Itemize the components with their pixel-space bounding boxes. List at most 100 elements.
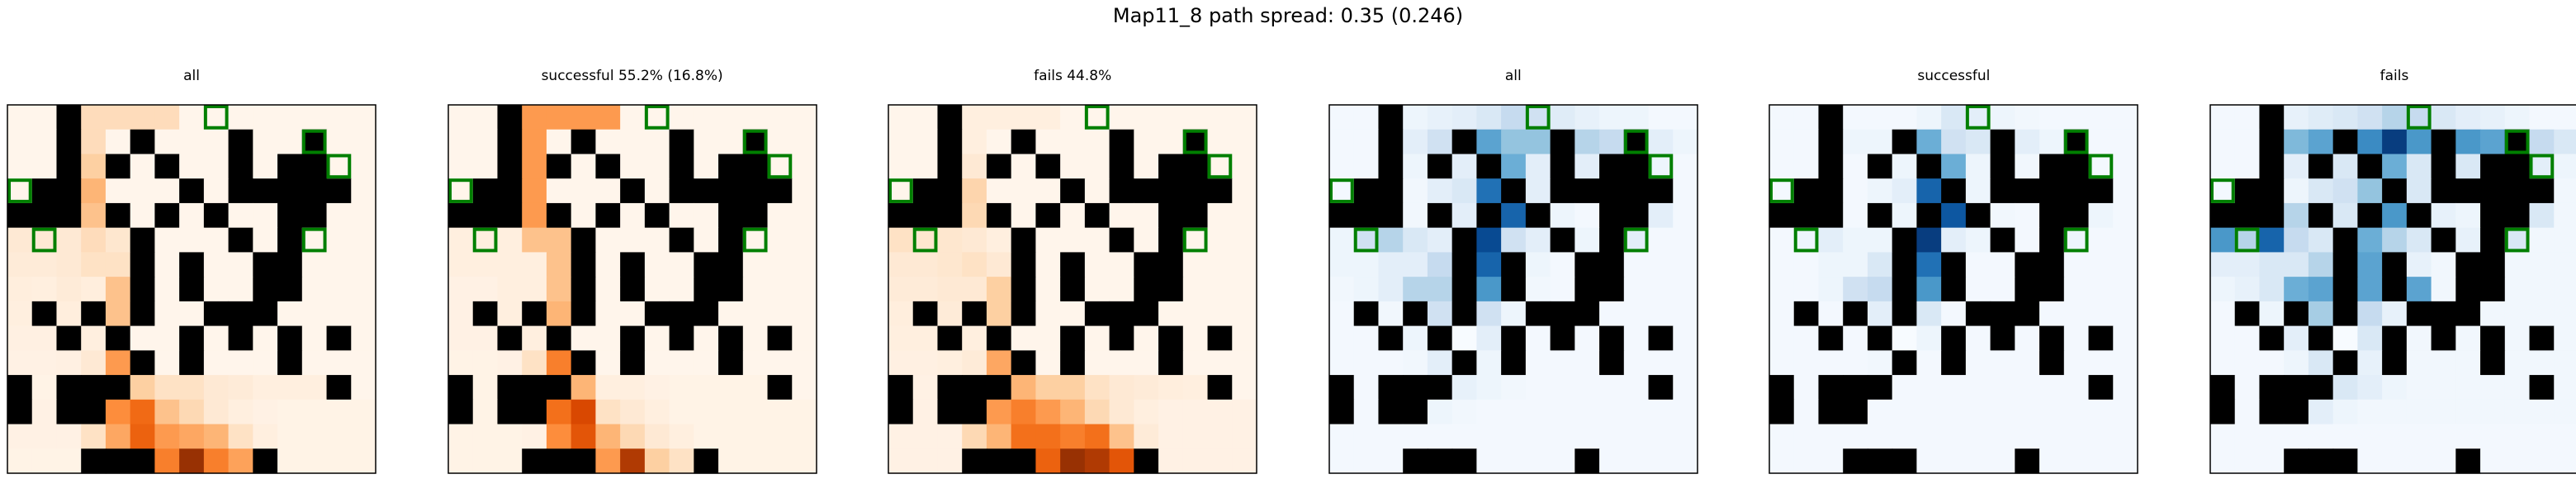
heat-cell [1451, 424, 1477, 449]
heat-cell [56, 448, 82, 474]
wall-cell [1818, 325, 1844, 351]
heat-cell [1476, 277, 1502, 302]
wall-cell [1060, 178, 1086, 204]
heat-cell [1525, 178, 1551, 204]
heat-cell [1598, 448, 1625, 474]
heat-cell [31, 129, 58, 155]
heat-cell [1011, 178, 1037, 204]
heat-cell [1574, 350, 1600, 376]
heat-cell [1598, 129, 1625, 155]
wall-cell [717, 227, 743, 253]
wall-cell [1818, 202, 1844, 229]
heat-cell [1476, 399, 1502, 425]
heat-cell [277, 448, 303, 474]
heat-cell [1182, 375, 1209, 401]
wall-cell [31, 178, 58, 204]
heat-cell [2284, 154, 2309, 179]
wall-cell [277, 277, 303, 302]
heat-cell [2308, 301, 2334, 327]
heat-cell [2504, 252, 2531, 277]
heat-cell [1648, 154, 1674, 179]
heat-cell [2210, 105, 2236, 130]
heat-cell [2113, 227, 2138, 253]
wall-cell [1598, 202, 1625, 229]
heat-cell [81, 325, 107, 351]
heat-cell [1550, 252, 1575, 277]
heat-cell [179, 399, 205, 425]
heat-cell [1207, 202, 1234, 229]
heat-cell [1158, 375, 1184, 401]
wall-cell [2039, 252, 2065, 277]
heat-cell [791, 129, 817, 155]
heat-cell [447, 448, 473, 474]
heat-cell [742, 105, 768, 130]
heat-cell [2554, 227, 2576, 253]
wall-cell [571, 277, 596, 302]
heat-cell [351, 129, 376, 155]
heat-cell [2015, 202, 2041, 229]
heat-cell [1818, 227, 1844, 253]
heat-cell [326, 301, 352, 327]
wall-cell [1990, 154, 2016, 179]
heat-cell [1158, 129, 1184, 155]
heat-cell [228, 350, 253, 376]
heat-cell [1353, 424, 1379, 449]
wall-cell [2382, 277, 2408, 302]
wall-cell [987, 202, 1012, 229]
heat-cell [619, 202, 646, 229]
heat-cell [2455, 202, 2481, 229]
wall-cell [1941, 252, 1967, 277]
wall-cell [1158, 202, 1184, 229]
heat-cell [105, 301, 131, 327]
wall-cell [1451, 301, 1477, 327]
wall-cell [1158, 154, 1184, 179]
heat-cell [2259, 301, 2285, 327]
wall-cell [2332, 301, 2358, 327]
heat-cell [1794, 399, 1820, 425]
target-marker [2529, 154, 2555, 179]
panel-frame [7, 104, 376, 474]
heat-cell [791, 154, 817, 179]
heat-cell [1525, 252, 1551, 277]
wall-cell [1011, 129, 1037, 155]
heat-cell [1525, 375, 1551, 401]
wall-cell [497, 154, 523, 179]
heat-cell [1818, 252, 1844, 277]
heat-cell [1623, 301, 1649, 327]
heat-cell [1232, 301, 1257, 327]
wall-cell [571, 227, 596, 253]
heat-cell [1868, 350, 1893, 376]
heat-cell [1941, 202, 1967, 229]
heat-cell [7, 105, 33, 130]
heat-cell [1328, 424, 1355, 449]
heat-cell [717, 129, 743, 155]
heat-cell [2357, 448, 2383, 474]
wall-cell [2015, 252, 2041, 277]
heat-cell [2088, 399, 2114, 425]
wall-cell [1451, 277, 1477, 302]
heat-cell [326, 202, 352, 229]
wall-cell [1158, 252, 1184, 277]
target-marker [2088, 154, 2114, 179]
wall-cell [669, 227, 694, 253]
heat-cell [2332, 178, 2358, 204]
heat-cell [2357, 227, 2383, 253]
heat-cell [154, 277, 180, 302]
wall-cell [1328, 399, 1355, 425]
heat-cell [277, 424, 303, 449]
heat-cell [472, 424, 498, 449]
heat-cell [571, 178, 596, 204]
heat-cell [497, 424, 523, 449]
heat-cell [1035, 325, 1061, 351]
heat-cell [7, 277, 33, 302]
wall-cell [2480, 178, 2506, 204]
heat-cell [1818, 277, 1844, 302]
heat-cell [1916, 178, 1943, 204]
heat-cell [2529, 448, 2555, 474]
heat-cell [546, 350, 571, 376]
wall-cell [1574, 178, 1600, 204]
heatmap-panel [2209, 104, 2576, 474]
heat-cell [1328, 178, 1355, 204]
wall-cell [1085, 301, 1110, 327]
heat-cell [1158, 424, 1184, 449]
